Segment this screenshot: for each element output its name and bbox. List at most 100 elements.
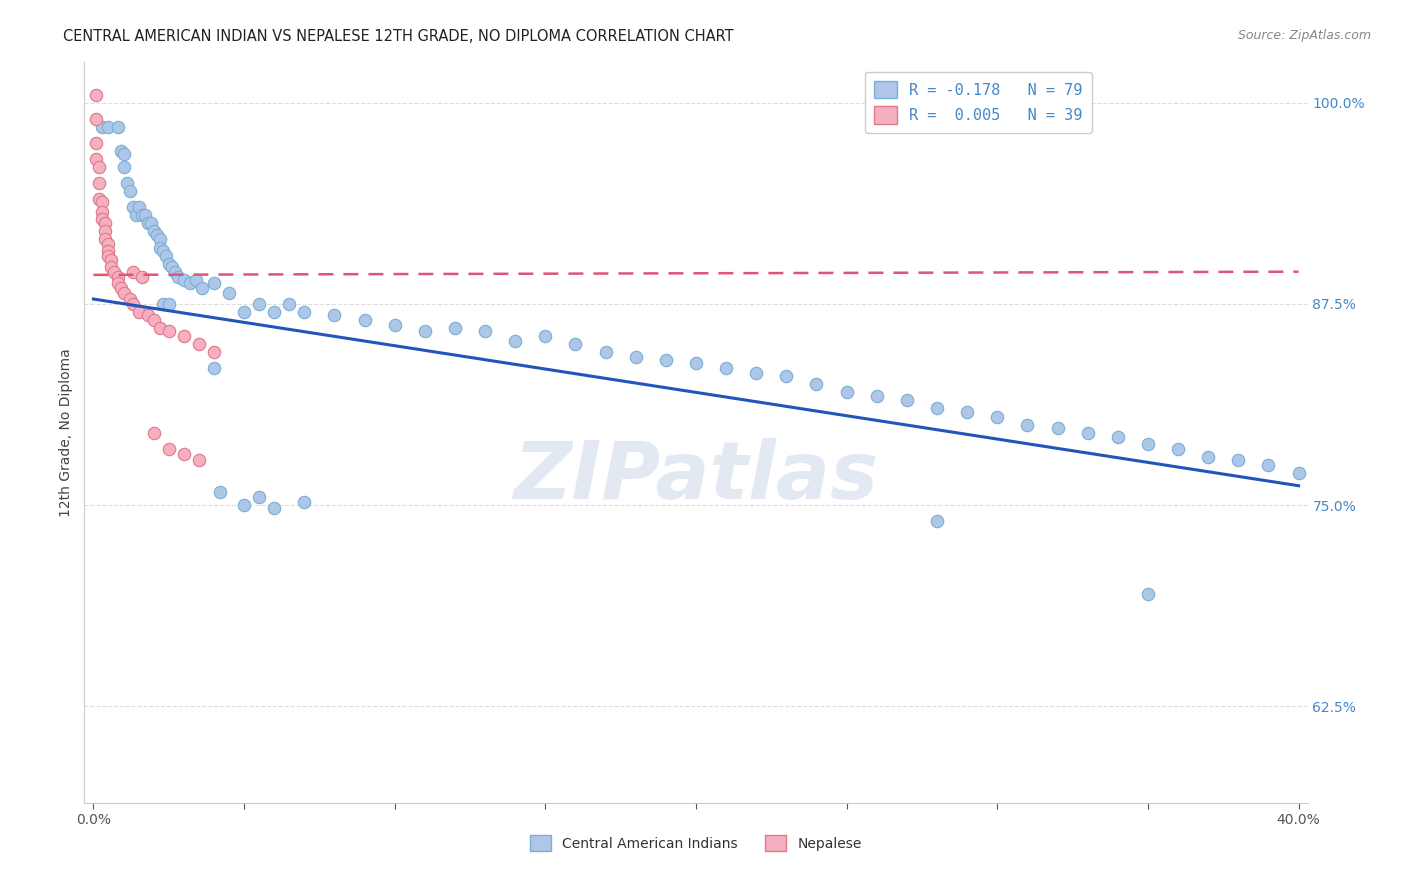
Point bbox=[925, 514, 948, 528]
Point bbox=[685, 356, 707, 370]
Point bbox=[91, 211, 114, 226]
Point bbox=[595, 345, 617, 359]
Point bbox=[97, 244, 120, 258]
Point bbox=[655, 353, 678, 368]
Point bbox=[131, 208, 153, 222]
Point bbox=[86, 87, 108, 102]
Text: Source: ZipAtlas.com: Source: ZipAtlas.com bbox=[1237, 29, 1371, 42]
Point bbox=[896, 393, 918, 408]
Point bbox=[208, 485, 231, 500]
Point bbox=[247, 490, 270, 504]
Point bbox=[94, 216, 117, 230]
Point bbox=[145, 227, 167, 242]
Point bbox=[136, 308, 159, 322]
Point bbox=[112, 160, 135, 174]
Point bbox=[157, 324, 180, 338]
Point bbox=[323, 308, 346, 322]
Point bbox=[149, 232, 172, 246]
Point bbox=[121, 200, 143, 214]
Point bbox=[155, 249, 177, 263]
Point bbox=[149, 321, 172, 335]
Point bbox=[152, 244, 174, 258]
Point bbox=[714, 361, 737, 376]
Point bbox=[97, 249, 120, 263]
Point bbox=[118, 184, 141, 198]
Point bbox=[173, 446, 195, 460]
Point bbox=[1136, 586, 1159, 600]
Point bbox=[187, 453, 209, 467]
Point bbox=[103, 265, 125, 279]
Point bbox=[160, 260, 183, 274]
Point bbox=[142, 313, 165, 327]
Point bbox=[503, 334, 526, 348]
Point bbox=[925, 401, 948, 416]
Point bbox=[263, 305, 285, 319]
Point bbox=[142, 425, 165, 440]
Point bbox=[166, 269, 188, 284]
Point bbox=[100, 260, 122, 274]
Point bbox=[233, 498, 256, 512]
Point bbox=[775, 369, 797, 384]
Point bbox=[986, 409, 1008, 424]
Point bbox=[1227, 453, 1250, 467]
Point bbox=[218, 285, 240, 300]
Point bbox=[110, 144, 132, 158]
Point bbox=[866, 388, 889, 402]
Point bbox=[136, 216, 159, 230]
Point bbox=[131, 269, 153, 284]
Point bbox=[353, 313, 375, 327]
Point bbox=[1257, 458, 1279, 472]
Point bbox=[233, 305, 256, 319]
Point bbox=[86, 136, 108, 150]
Point bbox=[89, 160, 111, 174]
Point bbox=[624, 350, 647, 364]
Point bbox=[202, 361, 225, 376]
Point bbox=[89, 176, 111, 190]
Point bbox=[247, 297, 270, 311]
Point bbox=[110, 281, 132, 295]
Point bbox=[1107, 430, 1129, 444]
Point bbox=[187, 337, 209, 351]
Point bbox=[292, 495, 315, 509]
Point bbox=[263, 501, 285, 516]
Text: CENTRAL AMERICAN INDIAN VS NEPALESE 12TH GRADE, NO DIPLOMA CORRELATION CHART: CENTRAL AMERICAN INDIAN VS NEPALESE 12TH… bbox=[63, 29, 734, 44]
Text: ZIPatlas: ZIPatlas bbox=[513, 438, 879, 516]
Point bbox=[278, 297, 301, 311]
Point bbox=[94, 232, 117, 246]
Point bbox=[1136, 437, 1159, 451]
Point bbox=[91, 205, 114, 219]
Point bbox=[142, 224, 165, 238]
Point bbox=[107, 120, 129, 134]
Point bbox=[157, 257, 180, 271]
Point bbox=[806, 377, 828, 392]
Point bbox=[112, 147, 135, 161]
Point bbox=[202, 345, 225, 359]
Point bbox=[115, 176, 138, 190]
Point bbox=[173, 273, 195, 287]
Point bbox=[1017, 417, 1039, 432]
Point bbox=[118, 292, 141, 306]
Point bbox=[157, 297, 180, 311]
Point bbox=[956, 405, 979, 419]
Point bbox=[128, 305, 150, 319]
Point bbox=[152, 297, 174, 311]
Point bbox=[97, 237, 120, 252]
Point bbox=[139, 216, 162, 230]
Point bbox=[134, 208, 156, 222]
Point bbox=[1197, 450, 1219, 464]
Point bbox=[202, 276, 225, 290]
Point bbox=[91, 120, 114, 134]
Point bbox=[97, 120, 120, 134]
Point bbox=[173, 329, 195, 343]
Point bbox=[100, 253, 122, 268]
Point bbox=[149, 240, 172, 254]
Point bbox=[94, 224, 117, 238]
Point bbox=[124, 208, 146, 222]
Point bbox=[292, 305, 315, 319]
Point bbox=[835, 385, 858, 400]
Point bbox=[474, 324, 496, 338]
Point bbox=[191, 281, 214, 295]
Point bbox=[184, 273, 207, 287]
Point bbox=[89, 192, 111, 206]
Y-axis label: 12th Grade, No Diploma: 12th Grade, No Diploma bbox=[59, 348, 73, 517]
